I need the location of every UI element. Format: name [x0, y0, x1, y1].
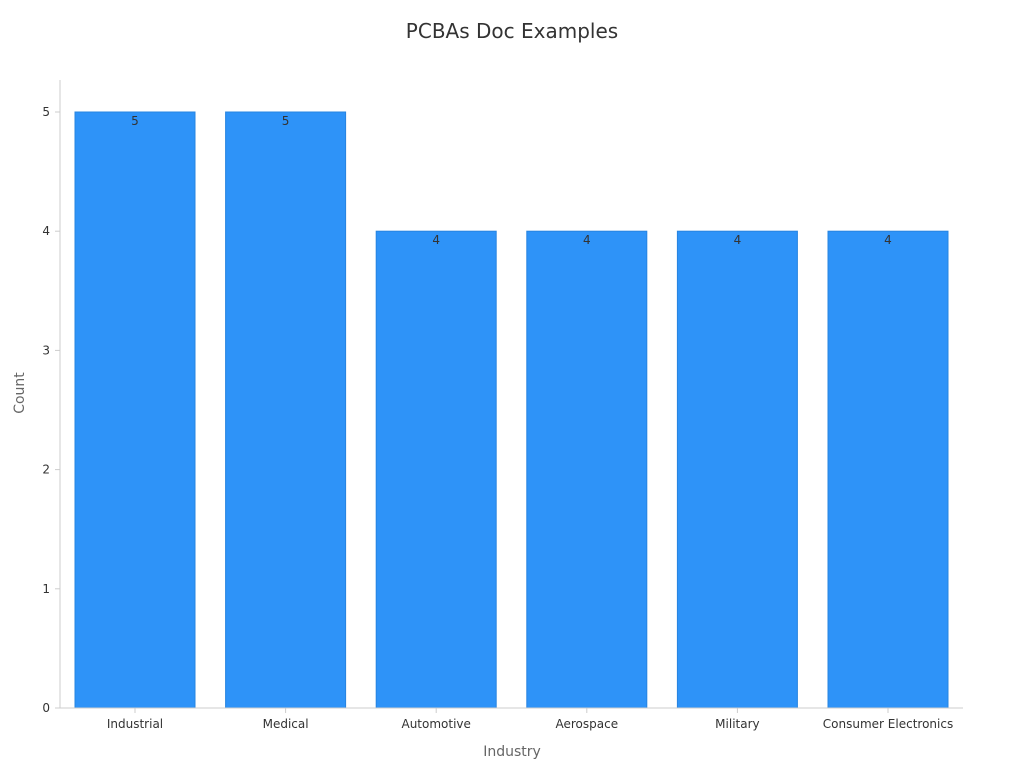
bar-data-label: 5: [282, 114, 290, 128]
y-tick-label: 3: [42, 343, 50, 357]
x-tick-label: Military: [715, 717, 759, 731]
bar-medical: [225, 111, 347, 709]
y-ticks-layer: 0 1 2 3 4 5: [42, 105, 60, 715]
x-tick-label: Consumer Electronics: [823, 717, 953, 731]
x-tick-label: Medical: [263, 717, 309, 731]
chart-title: PCBAs Doc Examples: [405, 19, 619, 43]
y-axis-title: Count: [12, 372, 28, 414]
y-tick-label: 0: [42, 701, 50, 715]
x-tick-label: Aerospace: [555, 717, 618, 731]
y-tick-label: 5: [42, 105, 50, 119]
bar-labels-layer: 5 5 4 4 4 4: [131, 114, 892, 247]
bar-consumer-electronics: [827, 230, 949, 709]
bar-data-label: 5: [131, 114, 139, 128]
bar-data-label: 4: [734, 233, 742, 247]
bar-aerospace: [526, 230, 648, 709]
y-tick-label: 2: [42, 463, 50, 477]
bar-data-label: 4: [884, 233, 892, 247]
bar-automotive: [375, 230, 497, 709]
y-tick-label: 4: [42, 224, 50, 238]
x-tick-label: Automotive: [401, 717, 470, 731]
bar-military: [676, 230, 798, 709]
x-ticks-layer: Industrial Medical Automotive Aerospace Mili…: [107, 708, 953, 731]
y-tick-label: 1: [42, 582, 50, 596]
bars-layer: [74, 111, 949, 709]
bar-data-label: 4: [583, 233, 591, 247]
x-axis-title: Industry: [483, 744, 541, 760]
bar-industrial: [74, 111, 196, 709]
x-tick-label: Industrial: [107, 717, 163, 731]
bar-data-label: 4: [432, 233, 440, 247]
